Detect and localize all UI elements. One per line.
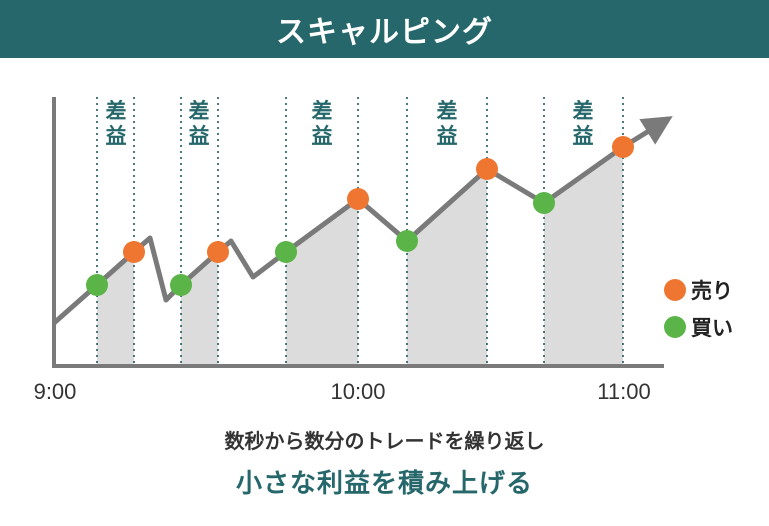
legend-sell-marker [664,279,686,301]
tick-label-9-00: 9:00 [34,379,77,404]
spread-label-char: 益 [437,124,458,148]
legend-buy-marker [664,316,686,338]
tick-label-11-00: 11:00 [597,379,650,404]
legend-sell-label: 売り [691,279,733,303]
spread-label-char: 差 [573,99,594,123]
tick-label-10-00: 10:00 [330,379,385,404]
sell-marker [207,241,229,263]
profit-regions [97,147,623,366]
spread-label-char: 差 [106,99,127,123]
sell-marker [476,158,498,180]
page-title: スキャルピング [276,15,493,50]
spread-label-char: 益 [573,124,594,148]
legend-buy-label: 買い [691,316,733,340]
title-banner: スキャルピング [0,0,769,58]
profit-region [544,147,623,366]
buy-marker [170,274,192,296]
sell-marker [612,136,634,158]
sell-marker [347,188,369,210]
spread-label-char: 差 [189,99,210,123]
profit-region [407,169,487,366]
spread-label-char: 益 [189,124,210,148]
spread-label-char: 差 [312,99,333,123]
caption-highlight: 小さな利益を積み上げる [235,469,533,499]
caption-description: 数秒から数分のトレードを繰り返し [224,429,545,453]
buy-marker [533,192,555,214]
sell-marker [123,241,145,263]
trade-markers [86,136,634,296]
buy-marker [396,230,418,252]
spread-label-char: 益 [312,124,333,148]
buy-marker [275,241,297,263]
buy-marker [86,274,108,296]
spread-label-char: 益 [106,124,127,148]
spread-label-char: 差 [437,99,458,123]
